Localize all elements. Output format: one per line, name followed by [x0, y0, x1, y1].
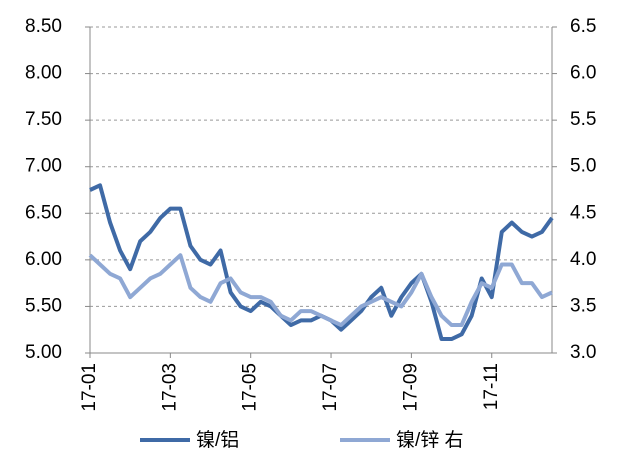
- y-tick-label: 8.50: [25, 16, 62, 37]
- y2-tick-label: 4.5: [570, 202, 596, 223]
- y2-tick-label: 3.0: [570, 342, 596, 363]
- x-tick-label: 17-01: [79, 363, 100, 412]
- x-tick-label: 17-09: [400, 363, 421, 412]
- y-tick-label: 6.00: [25, 249, 62, 270]
- y2-tick-label: 4.0: [570, 249, 596, 270]
- y2-tick-label: 6.5: [570, 16, 596, 37]
- y2-tick-label: 6.0: [570, 63, 596, 84]
- y2-tick-label: 5.5: [570, 109, 596, 130]
- y2-tick-label: 3.5: [570, 295, 596, 316]
- x-tick-label: 17-03: [159, 363, 180, 412]
- y-tick-label: 5.50: [25, 295, 62, 316]
- y-tick-label: 7.50: [25, 109, 62, 130]
- legend-label: 镍/铝: [196, 429, 239, 451]
- y-tick-label: 5.00: [25, 342, 62, 363]
- x-tick-label: 17-05: [240, 363, 261, 412]
- y-tick-label: 8.00: [25, 63, 62, 84]
- x-tick-label: 17-11: [481, 363, 502, 410]
- series-line: [88, 253, 553, 328]
- legend-label: 镍/锌 右: [396, 429, 464, 451]
- y-tick-label: 6.50: [25, 202, 62, 223]
- y-tick-label: 7.00: [25, 156, 62, 177]
- y2-tick-label: 5.0: [570, 156, 596, 177]
- x-tick-label: 17-07: [320, 363, 341, 412]
